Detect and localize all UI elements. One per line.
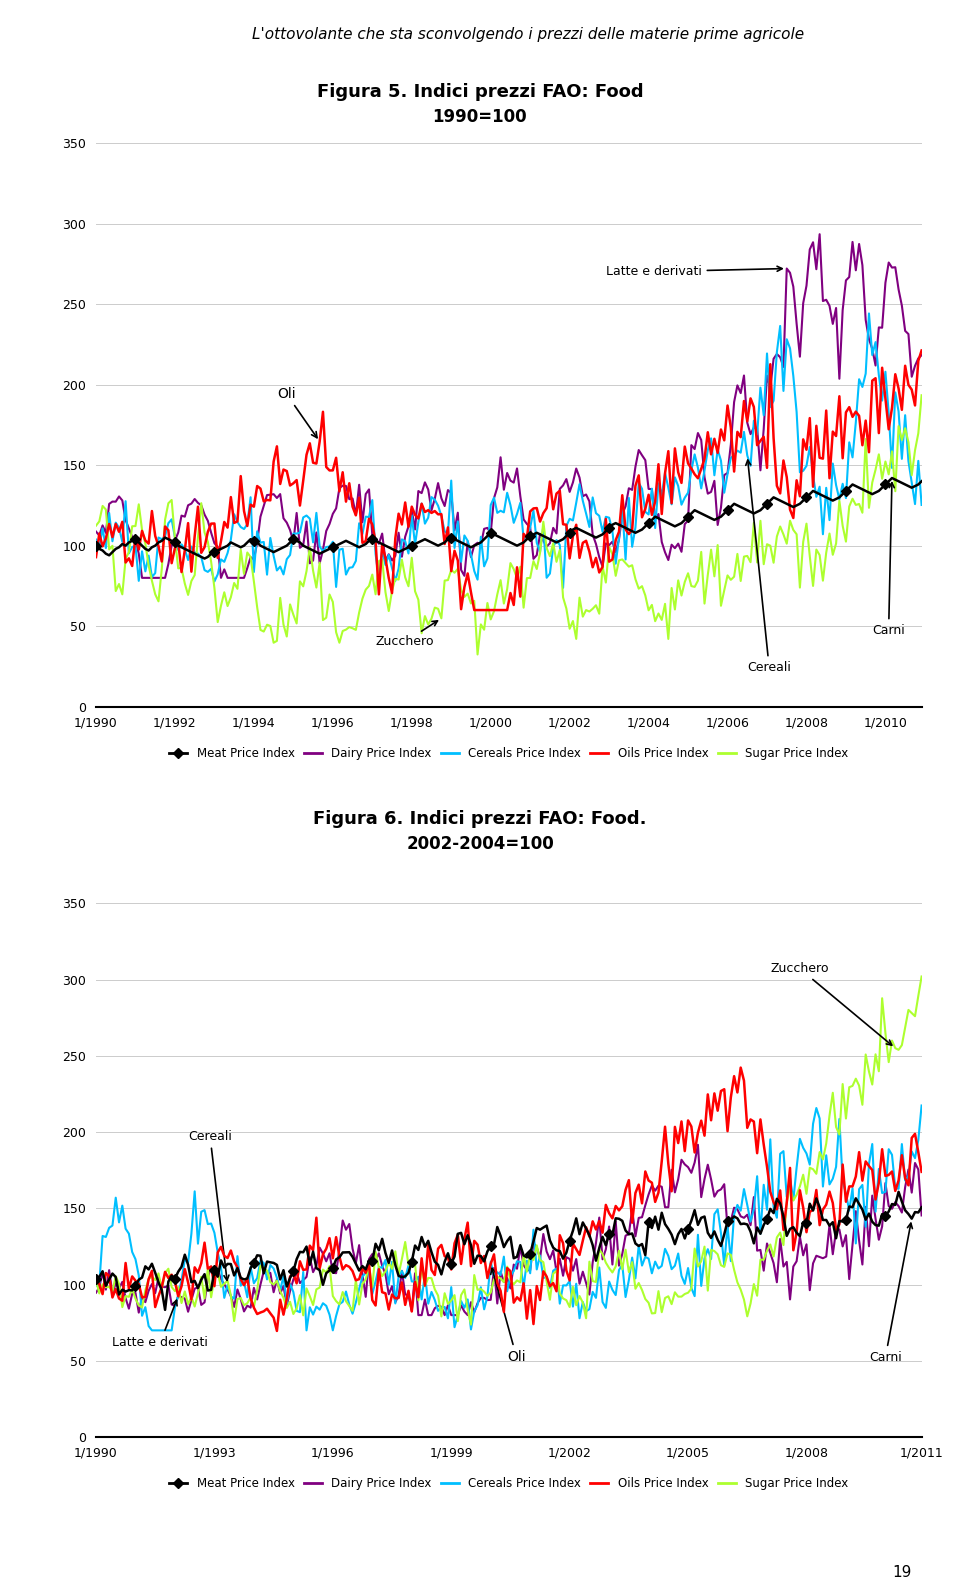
Text: Oli: Oli xyxy=(276,386,317,438)
Text: 1990=100: 1990=100 xyxy=(433,108,527,125)
Legend: Meat Price Index, Dairy Price Index, Cereals Price Index, Oils Price Index, Suga: Meat Price Index, Dairy Price Index, Cer… xyxy=(165,1472,852,1494)
Text: Carni: Carni xyxy=(869,1223,912,1364)
Text: L'ottovolante che sta sconvolgendo i prezzi delle materie prime agricole: L'ottovolante che sta sconvolgendo i pre… xyxy=(252,27,804,43)
Text: Zucchero: Zucchero xyxy=(375,621,438,648)
Text: Latte e derivati: Latte e derivati xyxy=(606,265,782,278)
Legend: Meat Price Index, Dairy Price Index, Cereals Price Index, Oils Price Index, Suga: Meat Price Index, Dairy Price Index, Cer… xyxy=(165,742,852,764)
Text: Figura 5. Indici prezzi FAO: Food: Figura 5. Indici prezzi FAO: Food xyxy=(317,83,643,100)
Text: Cereali: Cereali xyxy=(746,461,791,675)
Text: Zucchero: Zucchero xyxy=(770,962,892,1045)
Text: Cereali: Cereali xyxy=(188,1129,232,1280)
Text: 2002-2004=100: 2002-2004=100 xyxy=(406,835,554,853)
Text: Carni: Carni xyxy=(873,483,905,637)
Text: 19: 19 xyxy=(893,1566,912,1580)
Text: Figura 6. Indici prezzi FAO: Food.: Figura 6. Indici prezzi FAO: Food. xyxy=(313,810,647,827)
Text: Latte e derivati: Latte e derivati xyxy=(112,1301,208,1348)
Text: Oli: Oli xyxy=(491,1269,526,1364)
